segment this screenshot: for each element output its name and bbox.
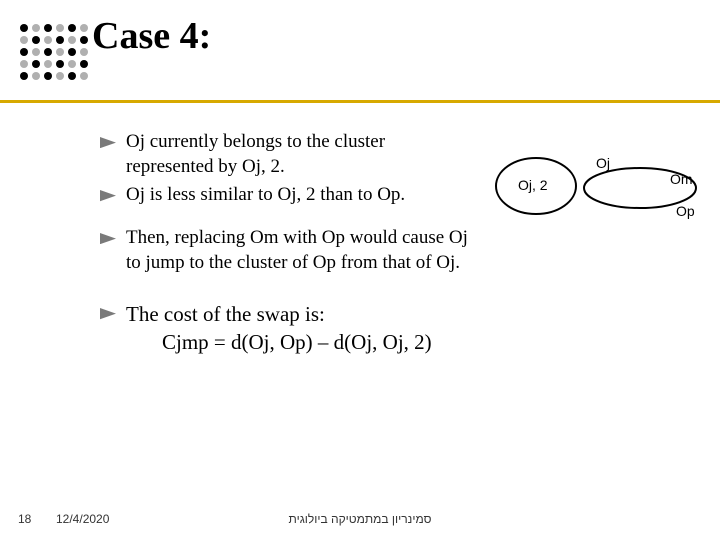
- cost-text: The cost of the swap is: Cjmp = d(Oj, Op…: [126, 301, 432, 356]
- dot-icon: [80, 36, 88, 44]
- bullet-2: Oj is less similar to Oj, 2 than to Op.: [100, 183, 470, 208]
- bullet-1: Oj currently belongs to the cluster repr…: [100, 130, 470, 179]
- dot-icon: [32, 60, 40, 68]
- dot-icon: [32, 24, 40, 32]
- decorative-dot-grid: [20, 24, 90, 82]
- page-number: 18: [18, 512, 31, 526]
- dot-icon: [44, 60, 52, 68]
- dot-icon: [80, 60, 88, 68]
- cost-line-1: The cost of the swap is:: [126, 301, 432, 328]
- dot-icon: [20, 60, 28, 68]
- cost-bullet: The cost of the swap is: Cjmp = d(Oj, Op…: [100, 301, 470, 356]
- triangle-bullet-icon: [100, 308, 116, 319]
- cost-line-2: Cjmp = d(Oj, Op) – d(Oj, Oj, 2): [162, 329, 432, 356]
- dot-icon: [20, 72, 28, 80]
- label-om: Om: [670, 171, 693, 187]
- footer-date: 12/4/2020: [56, 512, 109, 526]
- dot-icon: [68, 48, 76, 56]
- content-area: Oj currently belongs to the cluster repr…: [100, 130, 470, 360]
- triangle-bullet-icon: [100, 190, 116, 201]
- dot-icon: [20, 36, 28, 44]
- bullet-3-text: Then, replacing Om with Op would cause O…: [126, 226, 470, 275]
- dot-icon: [56, 72, 64, 80]
- title-divider: [0, 100, 720, 103]
- dot-icon: [44, 36, 52, 44]
- label-oj: Oj: [596, 155, 610, 171]
- dot-icon: [68, 36, 76, 44]
- dot-icon: [68, 72, 76, 80]
- dot-icon: [68, 60, 76, 68]
- bullet-2-text: Oj is less similar to Oj, 2 than to Op.: [126, 183, 405, 208]
- cluster-diagram: Oj, 2 Oj Om Op: [490, 138, 700, 228]
- page-title: Case 4:: [92, 14, 211, 58]
- triangle-bullet-icon: [100, 233, 116, 244]
- triangle-bullet-icon: [100, 137, 116, 148]
- dot-icon: [68, 24, 76, 32]
- dot-icon: [20, 24, 28, 32]
- dot-icon: [32, 36, 40, 44]
- bullet-1-text: Oj currently belongs to the cluster repr…: [126, 130, 470, 179]
- dot-icon: [56, 36, 64, 44]
- bullet-3: Then, replacing Om with Op would cause O…: [100, 226, 470, 275]
- dot-icon: [20, 48, 28, 56]
- dot-icon: [80, 48, 88, 56]
- footer: 18 12/4/2020 סמינריון במתמטיקה ביולוגית: [0, 512, 720, 526]
- dot-icon: [44, 24, 52, 32]
- dot-icon: [44, 48, 52, 56]
- dot-icon: [56, 24, 64, 32]
- dot-icon: [80, 24, 88, 32]
- dot-icon: [56, 60, 64, 68]
- label-op: Op: [676, 203, 695, 219]
- label-oj2: Oj, 2: [518, 177, 548, 193]
- dot-icon: [44, 72, 52, 80]
- dot-icon: [56, 48, 64, 56]
- dot-icon: [32, 48, 40, 56]
- dot-icon: [80, 72, 88, 80]
- dot-icon: [32, 72, 40, 80]
